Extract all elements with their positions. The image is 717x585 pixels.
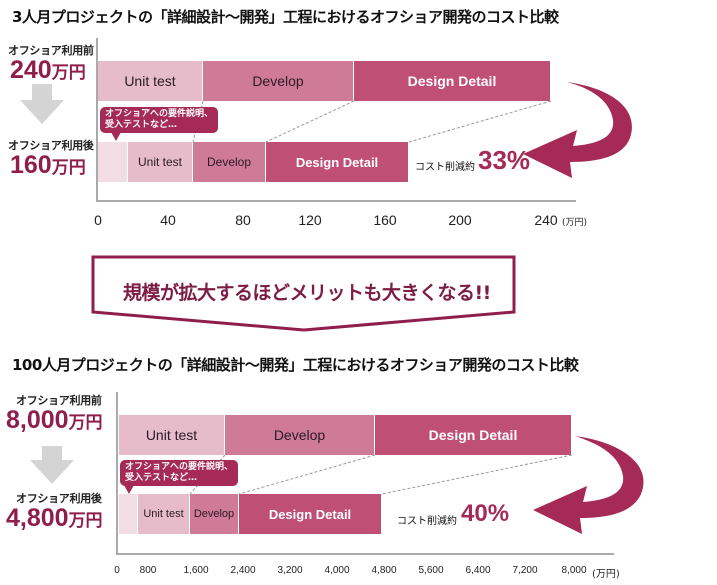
bar-after-unit-test: Unit test	[128, 142, 193, 182]
before-label: オフショア利用前	[8, 44, 94, 57]
curved-arrow-icon	[533, 436, 644, 534]
bar2-before-develop: Develop	[225, 415, 375, 455]
before-label-2: オフショア利用前	[16, 394, 102, 407]
bar-after-offshore-overhead	[98, 142, 128, 182]
bar2-after-offshore-overhead	[119, 494, 138, 534]
callout-offshore-overhead-2: オフショアへの要件説明、 受入テストなど…	[120, 460, 239, 486]
before-amount-2: 8,000万円	[6, 406, 103, 434]
callout-tail	[111, 132, 121, 141]
before-amount: 240万円	[10, 56, 86, 84]
bar-before-develop: Develop	[203, 61, 354, 101]
y-axis	[96, 38, 98, 202]
bar-before-unit-test: Unit test	[98, 61, 203, 101]
down-arrow-icon	[30, 446, 74, 484]
x-axis-ticks: 0 40 80 120 160 200 240 (万円)	[94, 212, 588, 228]
bar2-before-unit-test: Unit test	[119, 415, 225, 455]
callout-offshore-overhead: オフショアへの要件説明、 受入テストなど…	[100, 107, 219, 133]
section2-title: 100人月プロジェクトの「詳細設計〜開発」工程におけるオフショア開発のコスト比較	[12, 356, 579, 374]
bar2-before-design-detail: Design Detail	[375, 415, 572, 455]
banner-frame	[91, 255, 516, 332]
saving-percent-2: 40%	[461, 500, 510, 527]
x-axis-ticks-2: 0 800 1,600 2,400 3,200 4,000 4,800 5,60…	[114, 565, 620, 580]
saving-percent: 33%	[478, 145, 531, 175]
bar2-after-unit-test: Unit test	[138, 494, 190, 534]
banner-text: 規模が拡大するほどメリットも大きくなる!!	[123, 282, 491, 304]
y-axis-2	[116, 392, 118, 554]
bar-after-design-detail: Design Detail	[266, 142, 409, 182]
after-amount: 160万円	[10, 151, 86, 179]
curved-arrow-icon	[523, 82, 632, 178]
after-label-2: オフショア利用後	[16, 492, 102, 505]
after-label: オフショア利用後	[8, 139, 94, 152]
bar-before-design-detail: Design Detail	[354, 61, 551, 101]
after-amount-2: 4,800万円	[6, 504, 103, 532]
bar2-after-design-detail: Design Detail	[239, 494, 382, 534]
section1-title: 3人月プロジェクトの「詳細設計〜開発」工程におけるオフショア開発のコスト比較	[12, 8, 559, 26]
x-axis-2	[116, 553, 614, 555]
down-arrow-icon	[20, 84, 64, 124]
x-axis	[96, 200, 576, 202]
bar2-after-develop: Develop	[190, 494, 239, 534]
saving-label-2: コスト削減約	[397, 516, 457, 527]
saving-label: コスト削減約	[415, 162, 475, 173]
bar-after-develop: Develop	[193, 142, 266, 182]
callout-tail-2	[124, 485, 134, 494]
